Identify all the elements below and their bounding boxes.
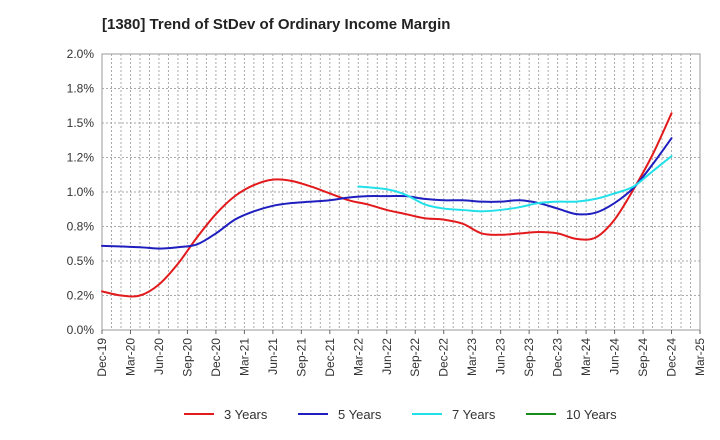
x-tick-label: Dec-20: [209, 338, 223, 377]
x-tick-label: Dec-19: [95, 338, 109, 377]
x-tick-label: Jun-24: [608, 338, 622, 375]
legend-label-7-years: 7 Years: [452, 407, 496, 422]
x-tick-label: Dec-24: [665, 338, 679, 377]
y-tick-label: 1.5%: [67, 116, 95, 130]
x-tick-label: Dec-23: [551, 338, 565, 377]
legend-label-3-years: 3 Years: [224, 407, 268, 422]
x-tick-label: Dec-21: [323, 338, 337, 377]
x-tick-label: Sep-23: [522, 338, 536, 377]
x-tick-label: Sep-20: [180, 338, 194, 377]
y-tick-label: 0.0%: [67, 323, 95, 337]
x-tick-label: Mar-22: [351, 338, 365, 376]
x-tick-label: Sep-24: [636, 338, 650, 377]
series-line-7-years: [357, 155, 673, 213]
x-tick-label: Jun-21: [266, 338, 280, 375]
x-tick-label: Jun-20: [152, 338, 166, 375]
x-tick-label: Mar-21: [237, 338, 251, 376]
legend: 3 Years 5 Years 7 Years 10 Years: [184, 407, 617, 422]
y-tick-label: 1.0%: [67, 185, 95, 199]
x-tick-label: Sep-21: [294, 338, 308, 377]
x-tick-label: Jun-23: [494, 338, 508, 375]
y-tick-label: 0.8%: [67, 220, 95, 234]
x-tick-label: Mar-24: [579, 338, 593, 376]
axes: 0.0% 0.2% 0.5% 0.8% 1.0% 1.2% 1.5% 1.8% 2.0% Dec-…: [67, 47, 707, 377]
series-line-3-years: [101, 112, 673, 298]
y-tick-label: 1.2%: [67, 151, 95, 165]
series-line-5-years: [101, 137, 673, 250]
chart-title: [1380] Trend of StDev of Ordinary Income…: [102, 16, 451, 33]
y-tick-label: 1.8%: [67, 82, 95, 96]
legend-label-5-years: 5 Years: [338, 407, 382, 422]
x-tick-label: Sep-22: [408, 338, 422, 377]
x-tick-label: Mar-20: [123, 338, 137, 376]
y-tick-label: 2.0%: [67, 47, 95, 61]
series-lines: [101, 112, 673, 298]
x-tick-label: Mar-25: [693, 338, 707, 376]
x-tick-label: Dec-22: [437, 338, 451, 377]
y-tick-label: 0.5%: [67, 254, 95, 268]
x-tick-label: Jun-22: [380, 338, 394, 375]
x-tick-label: Mar-23: [465, 338, 479, 376]
legend-label-10-years: 10 Years: [566, 407, 617, 422]
y-tick-label: 0.2%: [67, 289, 95, 303]
